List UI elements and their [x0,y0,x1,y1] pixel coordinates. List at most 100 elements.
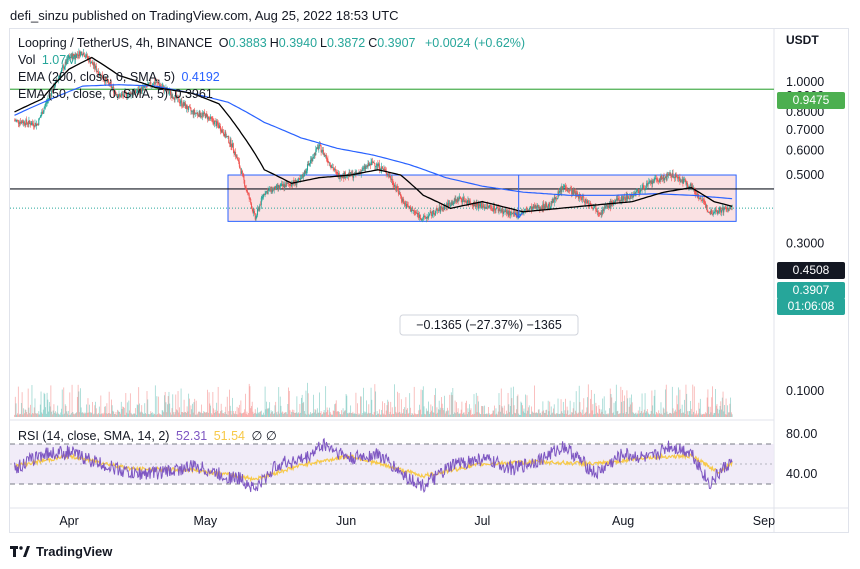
candle-body [617,198,619,201]
volume-bar [58,414,60,417]
volume-bar [139,403,140,417]
candle-body [716,211,718,214]
candle-body [183,102,185,106]
candle-body [334,169,336,171]
candle-body [272,188,274,191]
volume-bar [519,414,521,417]
candle-body [508,210,510,216]
volume-bar [163,412,165,417]
countdown-tag: 01:06:08 [777,298,845,315]
volume-bar [262,414,264,417]
volume-bar [108,391,110,417]
candle-body [66,58,68,65]
candle-body [507,211,509,216]
volume-bar [565,413,567,417]
volume-bar [450,414,451,417]
volume-bar [369,413,370,417]
volume-bar [705,412,707,417]
volume-bar [252,411,254,417]
candle-body [490,205,492,207]
volume-bar [59,414,61,417]
candle-body [72,54,74,60]
candle-body [434,213,436,216]
volume-bar [438,400,440,417]
candle-body [496,206,498,208]
candle-body [711,213,713,215]
candle-body [651,180,653,185]
volume-bar [639,406,641,417]
volume-bar [338,411,339,417]
symbol-label[interactable]: Loopring / TetherUS, 4h, BINANCE [18,36,213,50]
ema50-label[interactable]: EMA (50, close, 0, SMA, 5) [18,87,169,101]
candle-body [161,86,163,88]
candle-body [589,202,591,206]
volume-bar [273,413,274,417]
volume-bar [514,412,516,417]
candle-body [32,123,34,126]
candle-body [579,194,581,195]
footer-brand[interactable]: TradingView [10,544,112,559]
volume-bar [92,401,93,417]
volume-bar [568,414,570,417]
candle-body [184,103,186,106]
volume-bar [345,394,347,417]
candle-body [120,94,122,98]
volume-bar [422,386,424,417]
volume-bar [160,414,162,417]
volume-label[interactable]: Vol [18,53,36,67]
currency-label[interactable]: USDT [786,33,819,47]
candle-body [191,110,193,112]
candle-body [26,119,28,123]
volume-bar [656,412,658,417]
candle-body [705,205,707,208]
volume-bar [122,406,124,417]
volume-bar [82,412,84,417]
volume-bar [321,414,323,417]
candle-body [85,56,87,58]
candle-body [640,188,642,192]
legend-rsi-row: RSI (14, close, SMA, 14, 2) 52.31 51.54 … [18,428,280,443]
candle-body [714,211,716,213]
volume-bar [420,389,422,417]
candle-body [726,208,728,210]
candle-body [611,200,613,203]
candle-body [603,207,605,212]
volume-bar [300,412,302,417]
candle-body [36,123,38,125]
ema200-label[interactable]: EMA (200, close, 0, SMA, 5) [18,70,176,84]
candle-body [583,196,585,202]
candle-body [306,170,308,172]
footer-brand-label: TradingView [36,544,113,559]
candle-body [568,190,570,192]
candle-body [707,211,709,213]
volume-bar [174,412,176,417]
candle-body [575,192,577,196]
volume-bar [661,413,663,417]
candle-body [359,171,361,173]
volume-bar [654,389,656,417]
candle-body [476,203,478,206]
volume-bar [405,397,407,417]
volume-bar [645,412,647,417]
volume-bar [133,413,135,417]
candle-body [456,197,458,203]
volume-bar [416,414,417,417]
candle-body [423,215,425,217]
candle-body [410,211,412,212]
candle-body [529,208,531,210]
volume-bar [640,411,642,417]
candle-body [684,179,686,181]
candle-body [378,163,380,170]
candle-body [366,165,368,167]
candle-body [328,162,330,164]
candle-body [262,197,264,198]
candle-body [594,206,596,207]
candle-body [24,124,26,126]
rsi-label[interactable]: RSI (14, close, SMA, 14, 2) [18,429,170,443]
candle-body [593,206,595,208]
candle-body [133,91,135,95]
volume-bar [169,403,171,417]
volume-bar [111,405,113,417]
candle-body [162,85,164,87]
